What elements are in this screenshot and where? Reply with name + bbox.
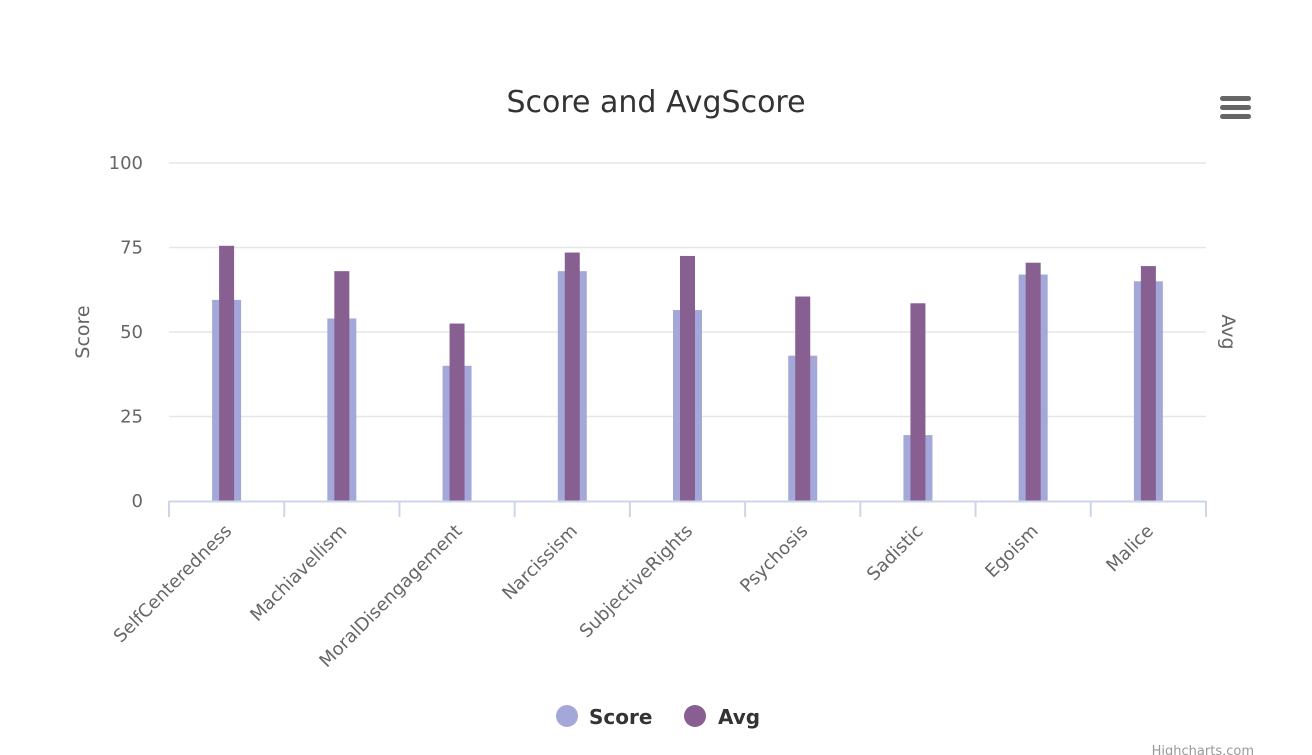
bar-avg-moraldisengagement[interactable] <box>449 323 465 501</box>
bar-avg-subjectiverights[interactable] <box>680 255 695 501</box>
x-tick-label: Narcissism <box>498 521 581 604</box>
y-tick-label: 75 <box>120 238 143 259</box>
legend-marker-score <box>556 705 578 727</box>
x-axis <box>168 500 1207 517</box>
x-tick-label: Malice <box>1102 521 1158 577</box>
bar-avg-machiavellism[interactable] <box>334 271 350 501</box>
bar-avg-malice[interactable] <box>1140 266 1156 501</box>
bar-avg-psychosis[interactable] <box>795 296 811 501</box>
x-axis-labels: SelfCenteredness MachiavellismMoralDiseng… <box>110 521 1158 672</box>
legend-item-avg[interactable]: Avg <box>684 705 760 729</box>
context-menu-button[interactable] <box>1212 88 1258 128</box>
y-tick-label: 50 <box>120 322 143 343</box>
y2-axis-title: Avg <box>1217 314 1239 349</box>
x-tick-label: Sadistic <box>863 521 928 586</box>
x-tick-label: Machiavellism <box>246 521 351 626</box>
x-tick-label: Egoism <box>981 521 1042 582</box>
x-tick-label: SelfCenteredness <box>110 521 236 647</box>
legend: Score Avg <box>556 705 760 729</box>
y-tick-label: 0 <box>132 491 143 512</box>
bar-avg-selfcenteredness[interactable] <box>219 245 235 501</box>
x-tick-label: SubjectiveRights <box>576 521 697 642</box>
legend-label-avg: Avg <box>718 705 760 729</box>
legend-item-score[interactable]: Score <box>556 705 652 729</box>
bars <box>212 245 1163 501</box>
x-tick-label: Psychosis <box>736 521 812 597</box>
legend-marker-avg <box>684 705 706 727</box>
y-tick-label: 100 <box>109 153 143 174</box>
y-axis-title: Score <box>72 305 94 358</box>
bar-avg-egoism[interactable] <box>1025 262 1041 501</box>
legend-label-score: Score <box>589 705 652 729</box>
bar-avg-narcissism[interactable] <box>564 252 580 501</box>
y-axis-ticks: 0 25 50 75 100 <box>109 153 143 512</box>
hamburger-menu-icon <box>1220 96 1251 119</box>
bar-avg-sadistic[interactable] <box>910 303 926 501</box>
chart-title: Score and AvgScore <box>506 85 805 120</box>
y-tick-label: 25 <box>120 407 143 428</box>
credits-link[interactable]: Highcharts.com <box>1152 744 1254 755</box>
